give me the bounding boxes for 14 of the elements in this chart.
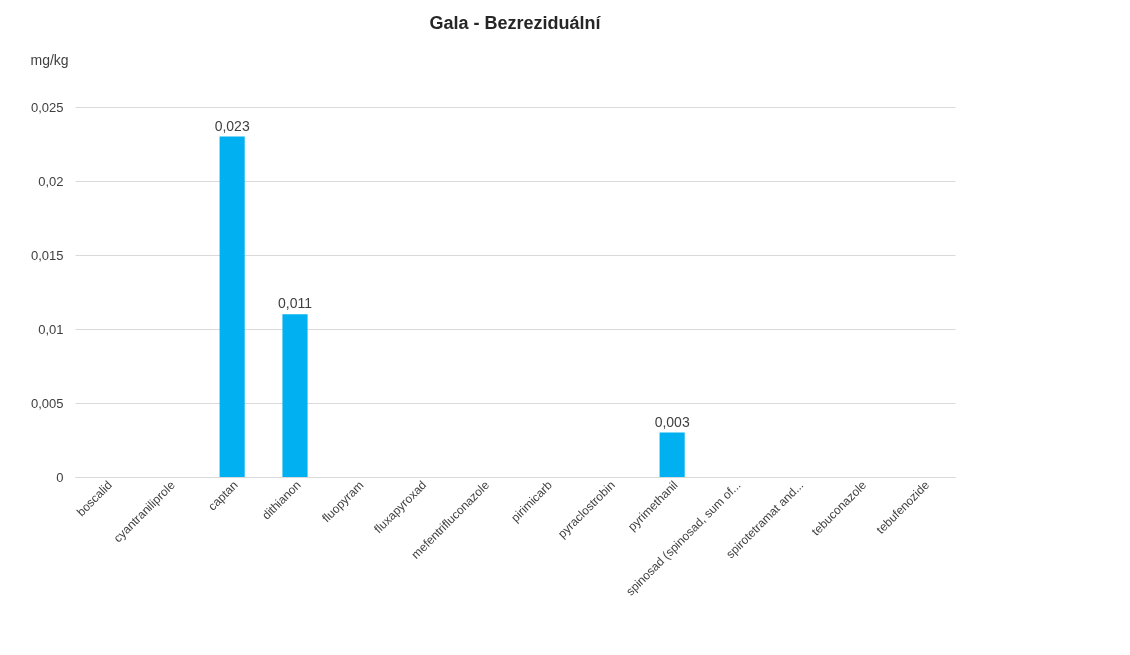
y-tick-label: 0 (56, 469, 64, 485)
bar (282, 314, 308, 477)
data-label: 0,011 (278, 295, 313, 312)
y-tick-label: 0,025 (30, 99, 64, 115)
y-tick-label: 0,015 (30, 247, 64, 263)
bar (219, 136, 245, 477)
data-label: 0,023 (214, 117, 250, 134)
data-label: 0,003 (654, 413, 690, 430)
y-tick-label: 0,01 (38, 321, 64, 337)
y-tick-label: 0,02 (38, 173, 64, 189)
chart-title: Gala - Bezreziduální (429, 13, 602, 33)
bar (659, 432, 685, 477)
y-axis-title: mg/kg (30, 51, 69, 68)
y-tick-label: 0,005 (30, 395, 64, 411)
